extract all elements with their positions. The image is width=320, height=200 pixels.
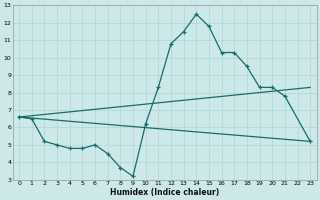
X-axis label: Humidex (Indice chaleur): Humidex (Indice chaleur) [110, 188, 219, 197]
